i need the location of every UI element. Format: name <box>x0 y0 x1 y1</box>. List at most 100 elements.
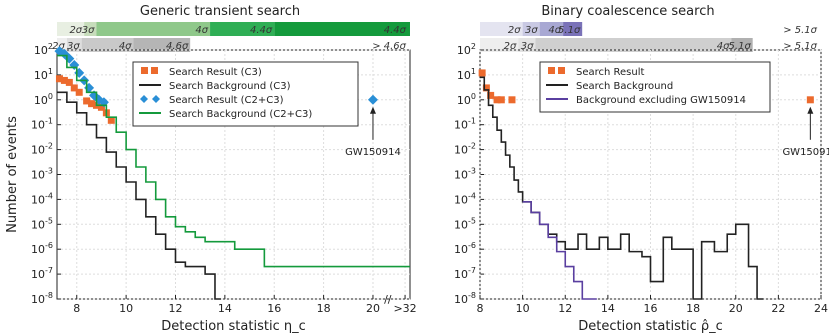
x-tick-label: 10 <box>516 302 530 315</box>
data-point-square <box>75 88 83 96</box>
y-tick-label: 10-2 <box>454 142 476 157</box>
data-point-square <box>55 75 63 83</box>
sigma-label: 3σ <box>82 25 95 36</box>
x-tick-label: 10 <box>119 302 133 315</box>
sigma-band <box>274 22 410 36</box>
data-point-square <box>83 97 91 105</box>
data-point-square <box>493 96 501 104</box>
data-point-square <box>487 91 495 99</box>
sigma-label: 2σ <box>508 25 521 36</box>
chart-title: Generic transient search <box>140 4 300 19</box>
sigma-label: 3σ <box>521 41 534 52</box>
chart-title: Binary coalescence search <box>541 4 714 19</box>
data-point-square <box>806 96 814 104</box>
series-line <box>522 201 597 300</box>
sigma-band <box>190 38 410 52</box>
sigma-band <box>96 22 211 36</box>
x-tick-label: 16 <box>644 302 658 315</box>
x-tick-label: 20 <box>729 302 743 315</box>
data-point-square <box>482 84 490 92</box>
sigma-band <box>582 22 821 36</box>
sigma-band <box>133 38 191 52</box>
legend-label: Search Result (C2+C3) <box>169 95 284 106</box>
sigma-band <box>522 22 540 36</box>
y-tick-label: 100 <box>457 92 476 107</box>
sigma-label: 2σ <box>52 41 65 52</box>
sigma-label: 4σ <box>717 41 730 52</box>
x-axis-label: Detection statistic η_c <box>161 319 305 334</box>
y-axis-label: Number of events <box>5 116 20 233</box>
series-line <box>480 76 764 300</box>
sigma-label: 4σ <box>119 41 132 52</box>
sigma-label: > 4.6σ <box>372 41 406 52</box>
y-tick-label: 100 <box>34 92 53 107</box>
data-point-square <box>97 103 105 111</box>
x-tick-label: 20 <box>366 302 380 315</box>
y-tick-label: 101 <box>457 67 476 82</box>
x-tick-label: 14 <box>218 302 232 315</box>
sigma-label: 5.1σ <box>729 41 752 52</box>
sigma-band <box>480 38 519 52</box>
legend-swatch <box>548 67 555 74</box>
y-tick-label: 10-8 <box>31 291 53 306</box>
x-tick-label: 16 <box>267 302 281 315</box>
sigma-band <box>57 22 85 36</box>
y-tick-label: 10-5 <box>454 216 476 231</box>
data-point-square <box>88 100 96 108</box>
data-point-square <box>65 78 73 86</box>
y-tick-label: 102 <box>457 42 476 57</box>
sigma-label: 4σ <box>548 25 561 36</box>
legend-box <box>539 61 771 113</box>
x-tick-label: 22 <box>771 302 785 315</box>
y-tick-label: 10-3 <box>454 167 476 182</box>
x-tick-label: 12 <box>558 302 572 315</box>
sigma-label: 4.4σ <box>384 25 407 36</box>
legend-label: Search Result (C3) <box>169 67 262 78</box>
axis-break: // <box>384 293 392 306</box>
series-line <box>57 54 410 268</box>
x-tick-label: 8 <box>73 302 80 315</box>
sigma-band <box>535 38 732 52</box>
y-tick-label: 10-4 <box>31 191 53 206</box>
legend-label: Search Background <box>576 81 673 92</box>
sigma-label: 4.4σ <box>250 25 273 36</box>
data-point-diamond <box>84 82 95 93</box>
sigma-label: 4σ <box>195 25 208 36</box>
y-tick-label: 10-1 <box>31 117 53 132</box>
x-tick-label: 8 <box>477 302 484 315</box>
legend-swatch <box>151 67 158 74</box>
data-point-diamond <box>367 94 378 105</box>
x-tick-label: 12 <box>168 302 182 315</box>
legend-label: Search Background (C3) <box>169 81 291 92</box>
legend-swatch <box>140 95 148 103</box>
y-tick-label: 10-2 <box>31 142 53 157</box>
sigma-label: 3σ <box>525 25 538 36</box>
legend-label: Search Result <box>576 67 645 78</box>
data-point-square <box>478 69 486 77</box>
y-tick-label: 10-4 <box>454 191 476 206</box>
sigma-band <box>66 38 82 52</box>
sigma-band <box>731 38 753 52</box>
x-axis-label: Detection statistic ρ̂_c <box>578 319 723 334</box>
annotation-arrowhead <box>807 106 814 114</box>
annotation-label: GW150914 <box>782 147 829 158</box>
sigma-band <box>518 38 536 52</box>
sigma-label: 5.1σ <box>558 25 581 36</box>
annotation-arrowhead <box>369 106 376 114</box>
sigma-band <box>84 22 97 36</box>
x-tick-label: >32 <box>393 302 416 315</box>
data-point-square <box>497 96 505 104</box>
legend-label: Background excluding GW150914 <box>576 95 746 106</box>
y-tick-label: 10-3 <box>31 167 53 182</box>
data-point-diamond <box>74 67 85 78</box>
sigma-label: 4.6σ <box>166 41 189 52</box>
sigma-band <box>57 38 67 52</box>
sigma-label: 2σ <box>504 41 517 52</box>
sigma-label: 3σ <box>67 41 80 52</box>
data-point-square <box>70 84 78 92</box>
sigma-band <box>81 38 134 52</box>
data-point-square <box>508 96 516 104</box>
